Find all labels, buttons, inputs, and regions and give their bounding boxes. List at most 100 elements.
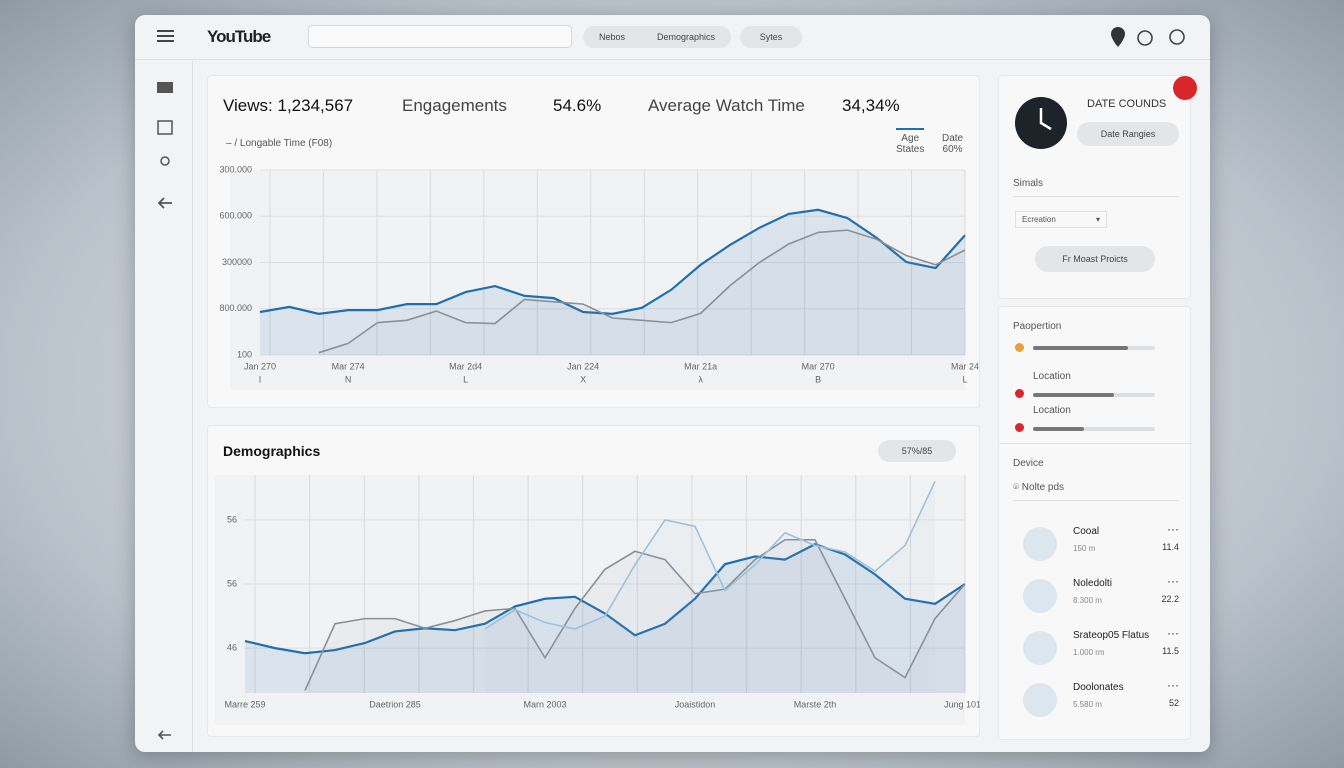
y-tick-label: 46	[227, 642, 237, 652]
device-value: 11.5	[1162, 646, 1179, 656]
stat: 34,34%	[842, 96, 900, 115]
dropdown[interactable]: Ecreation ▾	[1015, 211, 1107, 228]
search-box[interactable]	[308, 25, 572, 48]
chat-icon[interactable]	[1169, 29, 1185, 45]
action-button[interactable]: Fr Moast Proicts	[1035, 246, 1155, 272]
y-tick-label: 600.000	[219, 211, 252, 221]
section-label: Simals	[1013, 178, 1179, 197]
pin-icon[interactable]	[1111, 27, 1125, 47]
doc-icon[interactable]	[157, 120, 173, 135]
stat: Views: 1,234,567	[223, 96, 354, 115]
device-icon	[1023, 579, 1057, 613]
back-icon[interactable]	[157, 197, 172, 209]
device-icon	[1023, 683, 1057, 717]
clock-icon[interactable]	[1137, 30, 1153, 46]
device-value: 52	[1168, 698, 1179, 708]
subtitle-text: Longable Time (F08)	[239, 138, 333, 149]
bar	[1033, 393, 1114, 397]
device-sub: 150 m	[1073, 544, 1096, 553]
proportion-list: Location Location	[1013, 337, 1183, 437]
x-tick-label: Jan 270	[244, 361, 276, 371]
legend-text: States	[896, 144, 925, 155]
line	[259, 208, 966, 315]
x-tick-label: Mar 24	[951, 361, 979, 371]
x-tick-sublabel: X	[580, 374, 586, 384]
status-dot	[1015, 423, 1024, 432]
demographics-chart: 56 56 46 Marre 259 Daetrion 285 Marn 2003 Joai…	[215, 475, 980, 725]
side-card: Paopertion Location Location Device ⌾ Nol…	[998, 306, 1192, 740]
line	[244, 543, 966, 655]
x-tick-label: Mar 274	[332, 361, 365, 371]
legend-text: Date	[942, 133, 964, 144]
device-row: Cooal 150 m ··· 11.4	[1013, 522, 1183, 570]
x-tick-label: Daetrion 285	[369, 699, 421, 709]
clock	[1015, 97, 1067, 149]
x-tick-label: Mar 2d4	[449, 361, 482, 371]
more-menu: ···	[1167, 678, 1179, 692]
area	[260, 209, 965, 355]
header-icons	[1111, 27, 1185, 47]
proportion-label: Location	[1033, 405, 1071, 416]
bar-track	[1033, 427, 1155, 431]
collapse-icon[interactable]	[155, 728, 175, 742]
device-sub: 8.300 m	[1073, 596, 1102, 605]
x-tick-sublabel: I	[259, 374, 262, 384]
device-value: 22.2	[1161, 594, 1179, 604]
device-name: Doolonates	[1073, 682, 1124, 693]
device-row: Doolonates 5.580 m ··· 52	[1013, 678, 1183, 726]
device-sub: 5.580 m	[1073, 700, 1102, 709]
stat: 54.6%	[553, 96, 602, 115]
date-button[interactable]: Date Rangies	[1077, 122, 1179, 146]
status-dot	[1015, 389, 1024, 398]
stat: Engagements	[402, 96, 507, 115]
line	[304, 538, 966, 691]
subtitle: – / Longable Time (F08)	[226, 138, 333, 149]
x-tick-label: Mar 270	[802, 361, 835, 371]
panel-title: DATE COUNDS	[1087, 98, 1167, 110]
device-icon	[1023, 631, 1057, 665]
nav-group: Nebos Demographics	[583, 26, 731, 48]
filter-text: Nolte pds	[1021, 482, 1065, 493]
x-tick-label: Jung 1010	[944, 699, 980, 709]
x-tick-label: Jan 224	[567, 361, 599, 371]
user-icon[interactable]	[160, 156, 170, 166]
nav-item[interactable]: Demographics	[656, 32, 715, 42]
x-tick-sublabel: B	[815, 374, 821, 384]
device-icon	[1023, 527, 1057, 561]
x-tick-label: Marste 2th	[794, 699, 837, 709]
device-row: Noledolti 8.300 m ··· 22.2	[1013, 574, 1183, 622]
views-chart: 300.000 600.000 300000 800.000 100 Jan 270 I Ma…	[219, 164, 979, 390]
x-tick-label: Joaistidon	[675, 699, 716, 709]
y-tick-label: 300000	[222, 257, 252, 267]
menu-icon[interactable]	[157, 29, 175, 43]
proportion-label: Location	[1033, 371, 1071, 382]
x-tick-label: Mar 21a	[684, 361, 717, 371]
plot-background	[230, 170, 965, 390]
notification-dot[interactable]	[1173, 76, 1197, 100]
sidebar	[135, 61, 193, 752]
status-dot	[1015, 343, 1024, 352]
x-tick-sublabel: L	[962, 374, 967, 384]
bar	[1033, 427, 1085, 431]
filter[interactable]: ⌾ Nolte pds	[1013, 482, 1179, 501]
device-sub: 1.000 rm	[1073, 648, 1105, 657]
y-tick-label: 300.000	[219, 164, 252, 174]
nav-item[interactable]: Sytes	[740, 26, 802, 48]
badge[interactable]: 57%/85	[878, 440, 956, 462]
proportion-row: Location	[1013, 371, 1183, 401]
section-label: Device	[1013, 458, 1044, 469]
device-list: Cooal 150 m ··· 11.4 Noledolti 8.300 m ··· 22.2…	[1013, 522, 1183, 737]
date-card: DATE COUNDS Date Rangies Simals Ecreatio…	[998, 75, 1197, 299]
proportion-row	[1013, 337, 1183, 367]
legend: Date 60%	[942, 128, 963, 155]
legend-text: 60%	[942, 144, 963, 155]
area	[485, 481, 935, 693]
divider	[999, 443, 1192, 444]
bar	[1033, 346, 1129, 350]
area	[245, 544, 965, 693]
mail-icon[interactable]	[157, 82, 173, 93]
nav-item[interactable]: Nebos	[598, 32, 625, 42]
proportion-row: Location	[1013, 405, 1183, 435]
dropdown-text: Ecreation	[1022, 215, 1056, 224]
section-label: Paopertion	[1013, 321, 1062, 332]
